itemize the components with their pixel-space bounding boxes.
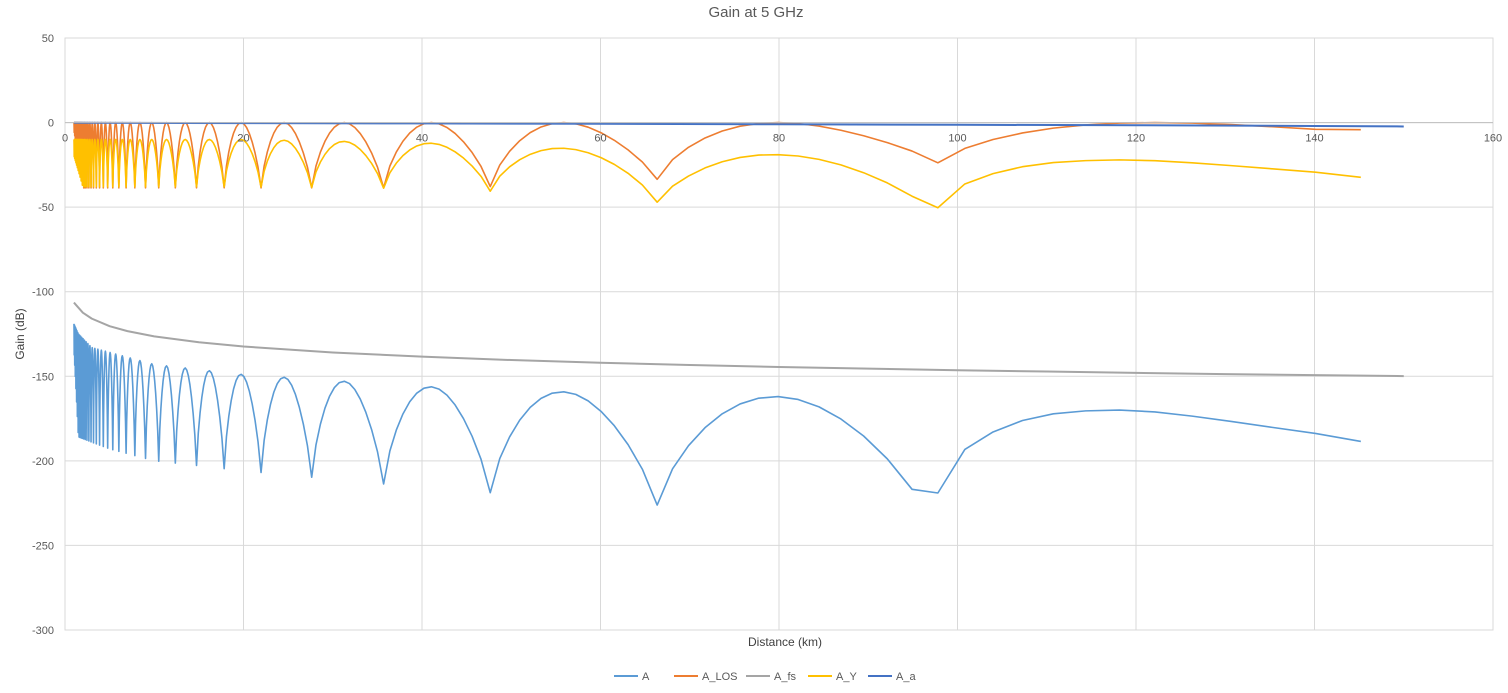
gridlines [64,37,1494,631]
chart-title: Gain at 5 GHz [708,4,803,21]
legend-item-a-fs: A_fs [746,671,797,683]
y-axis-title: Gain (dB) [13,308,27,359]
y-tick-label: -150 [32,371,54,383]
y-tick-label: -100 [32,287,54,299]
series-line-a-y [73,138,1361,209]
legend: A A_LOS A_fs A_Y A_a [614,671,916,683]
y-tick-label: -300 [32,625,54,637]
y-tick-label: -50 [38,202,54,214]
legend-label: A [642,671,650,683]
series-line-a-fs [73,301,1404,378]
x-tick-label: 60 [594,133,606,145]
legend-item-a-los: A_LOS [674,671,737,683]
axis-layer: 0 20 40 60 80 100 120 140 160 50 0 -50 -100 -150 -200 -… [32,33,1502,637]
legend-label: A_a [896,671,916,683]
x-tick-label: 80 [773,133,785,145]
legend-item-a: A [614,671,650,683]
legend-label: A_LOS [702,671,737,683]
x-tick-label: 160 [1484,133,1502,145]
y-tick-label: 0 [48,118,54,130]
series-line-a-a [73,121,1404,128]
x-tick-label: 100 [948,133,966,145]
x-tick-label: 40 [416,133,428,145]
x-tick-label: 120 [1127,133,1145,145]
legend-label: A_Y [836,671,857,683]
x-axis-title: Distance (km) [748,635,822,649]
series-line-a [73,323,1361,506]
series-layer [73,121,1404,506]
legend-item-a-y: A_Y [808,671,857,683]
x-tick-label: 0 [62,133,68,145]
y-tick-label: -250 [32,540,54,552]
x-tick-label: 20 [237,133,249,145]
legend-item-a-a: A_a [868,671,916,683]
y-tick-label: 50 [42,33,54,45]
y-tick-label: -200 [32,456,54,468]
x-tick-label: 140 [1305,133,1323,145]
legend-label: A_fs [774,671,797,683]
